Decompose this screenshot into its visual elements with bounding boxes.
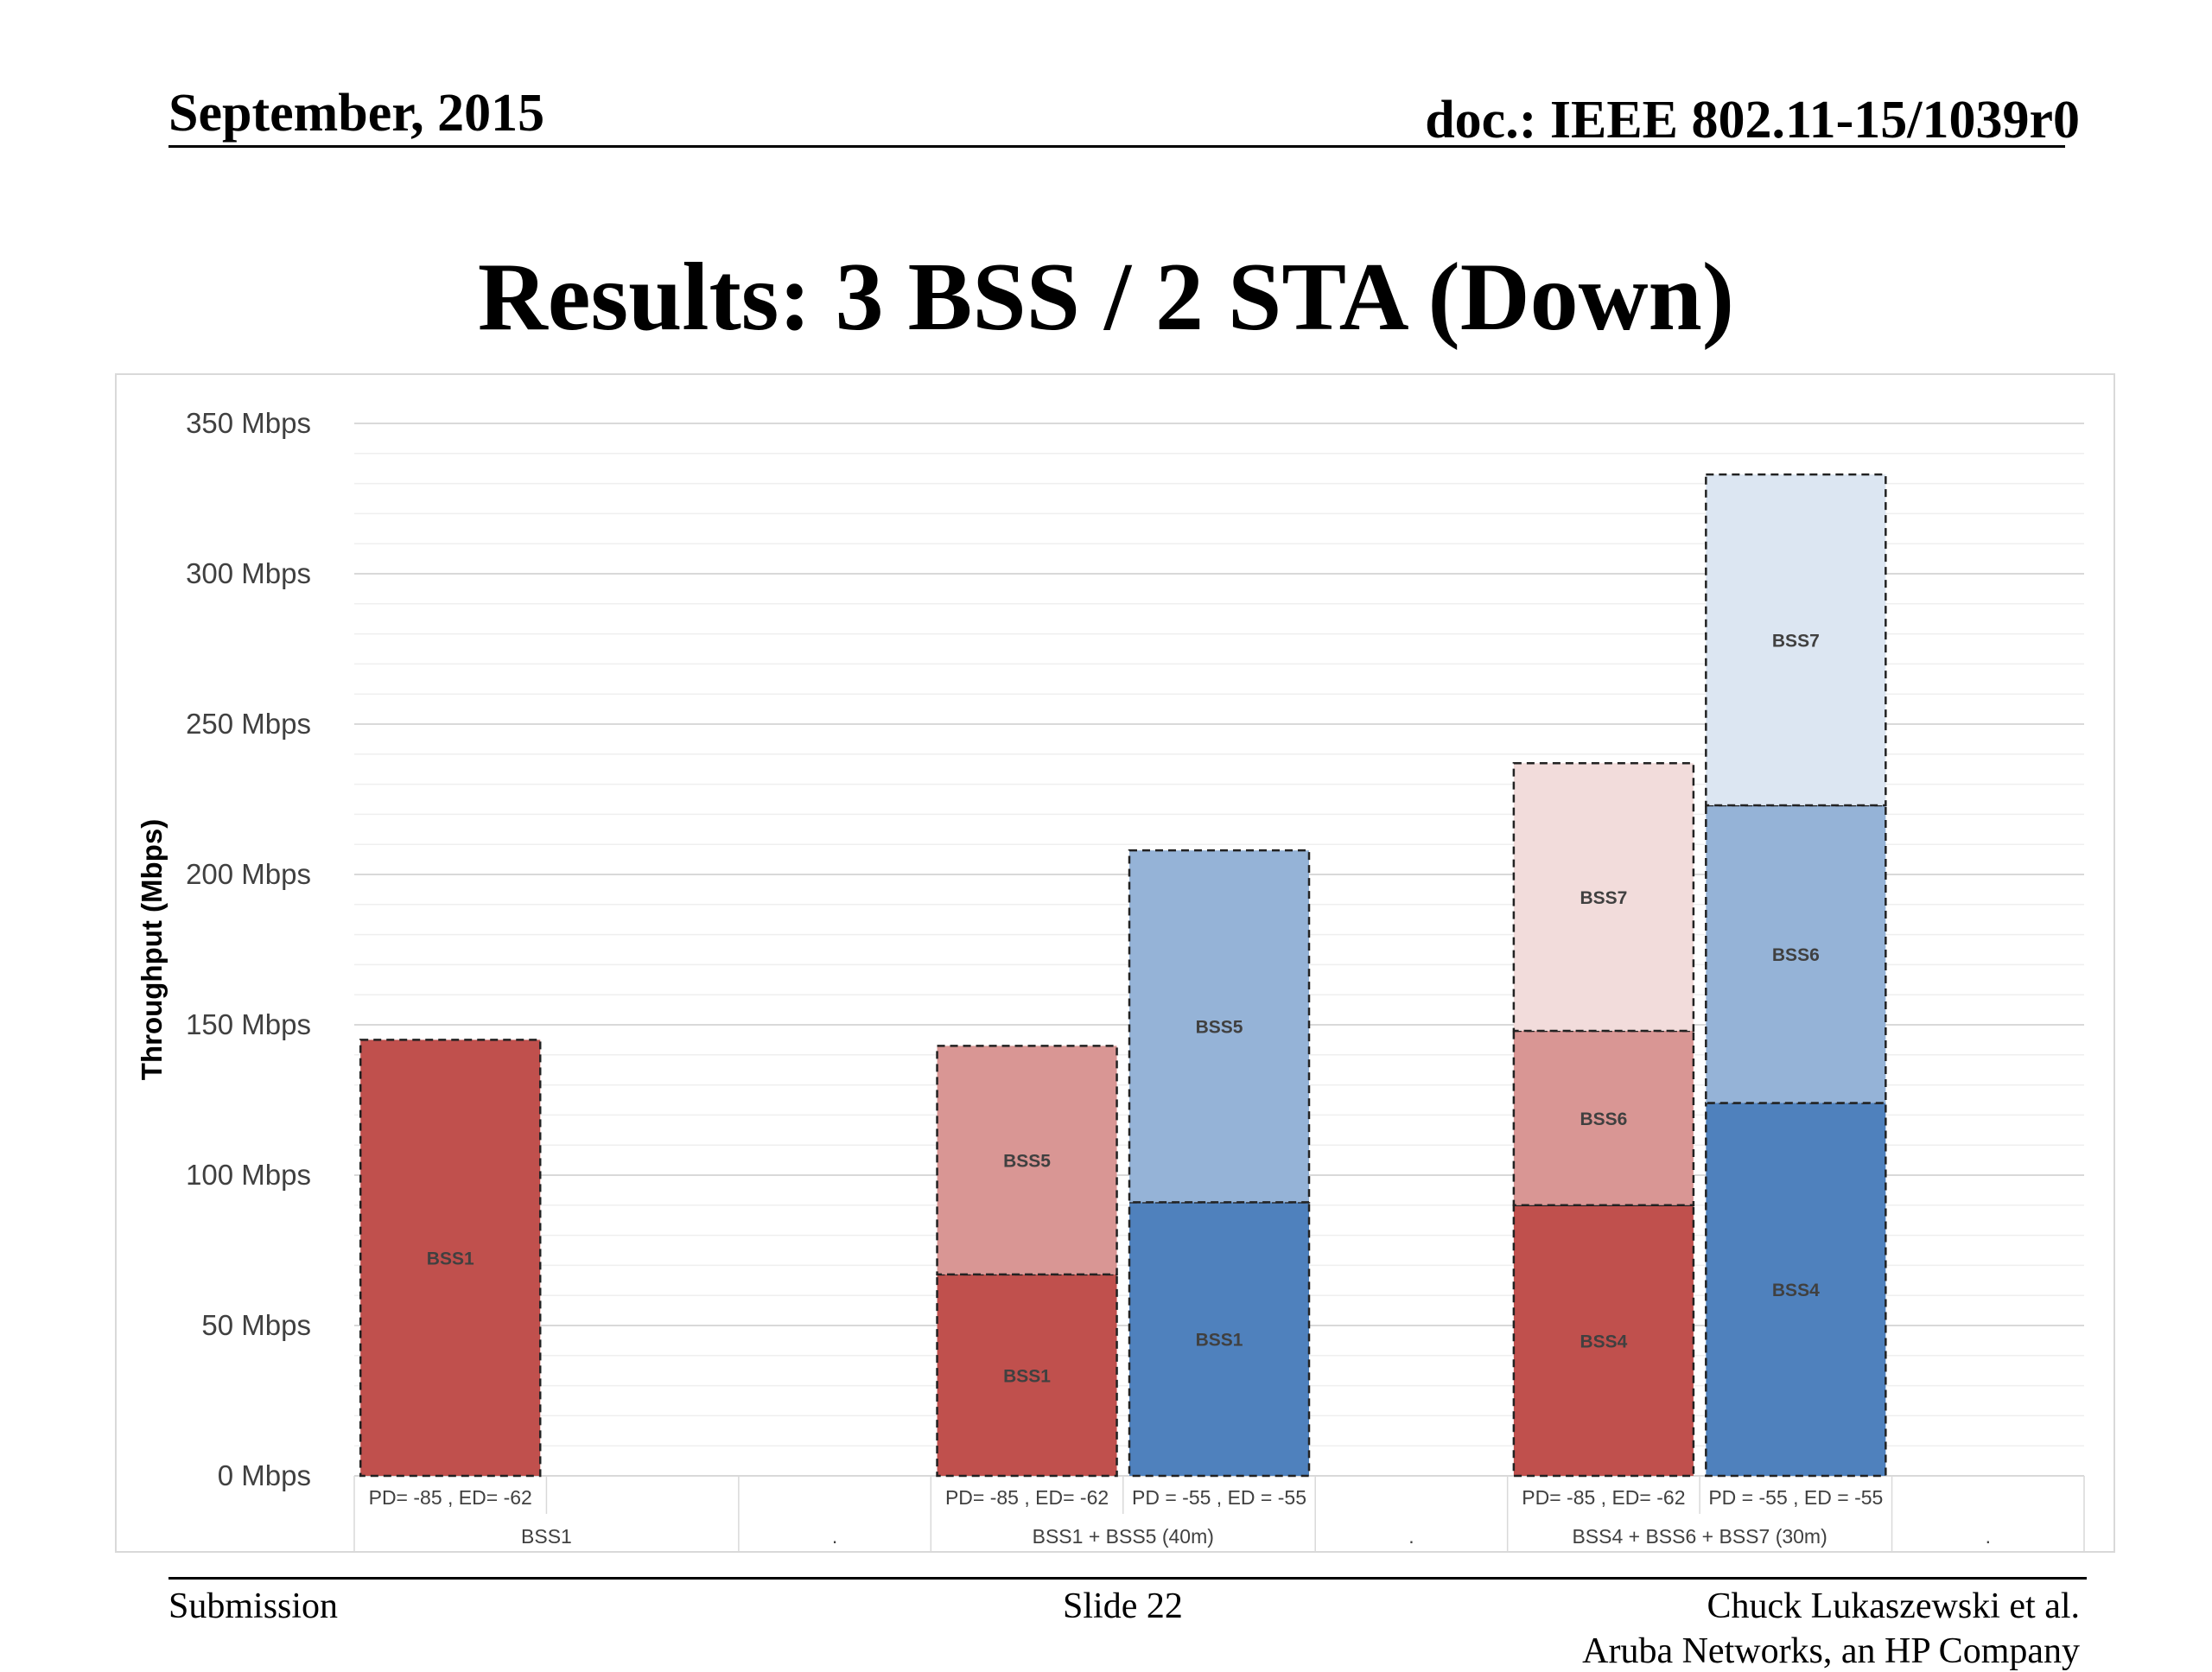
- bar-segment-label: BSS4: [1580, 1332, 1627, 1351]
- y-tick-label: 200 Mbps: [186, 858, 311, 890]
- y-tick-label: 100 Mbps: [186, 1159, 311, 1191]
- bar-segment-label: BSS1: [1003, 1366, 1051, 1386]
- footer-rule: [168, 1577, 2087, 1580]
- bar-segment-label: BSS5: [1196, 1018, 1243, 1038]
- x-category-label: PD= -85 , ED= -62: [945, 1486, 1109, 1509]
- bar-segment-label: BSS7: [1580, 888, 1627, 908]
- x-group-label: BSS1: [521, 1525, 572, 1548]
- x-group-label: BSS4 + BSS6 + BSS7 (30m): [1572, 1525, 1827, 1548]
- bar-segment: [936, 1273, 1118, 1478]
- bar-segment: [1128, 849, 1311, 1204]
- bar-segment: [1512, 761, 1695, 1033]
- x-category-label: PD = -55 , ED = -55: [1132, 1486, 1306, 1509]
- y-tick-label: 250 Mbps: [186, 708, 311, 740]
- stacked-bar-chart: 0 Mbps 50 Mbps 100 Mbps 150 Mbps 200 Mbps 250…: [136, 407, 2085, 1551]
- bar-segment: [1705, 473, 1887, 807]
- bar-segment-label: BSS6: [1580, 1109, 1627, 1129]
- footer-author: Chuck Lukaszewski et al.: [1707, 1586, 2080, 1626]
- bar-segment-label: BSS6: [1772, 945, 1820, 965]
- bar-segment-label: BSS5: [1003, 1152, 1051, 1172]
- x-category-label: PD = -55 , ED = -55: [1708, 1486, 1883, 1509]
- bar-segment: [1512, 1029, 1695, 1207]
- y-tick-label: 300 Mbps: [186, 557, 311, 589]
- header-rule: [168, 145, 2065, 148]
- bar-segment: [936, 1045, 1118, 1276]
- slide-title: Results: 3 BSS / 2 STA (Down): [477, 244, 1735, 351]
- y-tick-label: 50 Mbps: [201, 1309, 311, 1341]
- x-group-label: BSS1 + BSS5 (40m): [1033, 1525, 1214, 1548]
- bar-segment-label: BSS4: [1772, 1281, 1820, 1300]
- header-doc-id: doc.: IEEE 802.11-15/1039r0: [1425, 91, 2080, 149]
- bar-segment: [1705, 1102, 1887, 1478]
- x-category-label: PD= -85 , ED= -62: [369, 1486, 532, 1509]
- y-axis-label: Throughput (Mbps): [136, 819, 168, 1080]
- footer-submission: Submission: [168, 1586, 339, 1626]
- bar-segment: [359, 1039, 542, 1478]
- chart-frame: 0 Mbps 50 Mbps 100 Mbps 150 Mbps 200 Mbps 250…: [115, 373, 2115, 1553]
- bar-segment-label: BSS1: [1196, 1331, 1243, 1351]
- x-group-label: .: [832, 1525, 837, 1548]
- y-tick-label: 0 Mbps: [218, 1459, 311, 1491]
- header-date: September, 2015: [168, 84, 545, 143]
- bar-segment: [1512, 1204, 1695, 1478]
- x-group-label: .: [1408, 1525, 1414, 1548]
- bar-segment: [1128, 1201, 1311, 1478]
- bar-segment: [1705, 804, 1887, 1104]
- y-tick-label: 150 Mbps: [186, 1008, 311, 1040]
- x-category-label: PD= -85 , ED= -62: [1522, 1486, 1685, 1509]
- footer-company: Aruba Networks, an HP Company: [1582, 1631, 2080, 1671]
- x-group-label: .: [1986, 1525, 1991, 1548]
- y-tick-label: 350 Mbps: [186, 407, 311, 439]
- bar-segment-label: BSS7: [1772, 632, 1820, 652]
- bar-segment-label: BSS1: [427, 1249, 474, 1269]
- footer-slide-number: Slide 22: [1063, 1586, 1183, 1626]
